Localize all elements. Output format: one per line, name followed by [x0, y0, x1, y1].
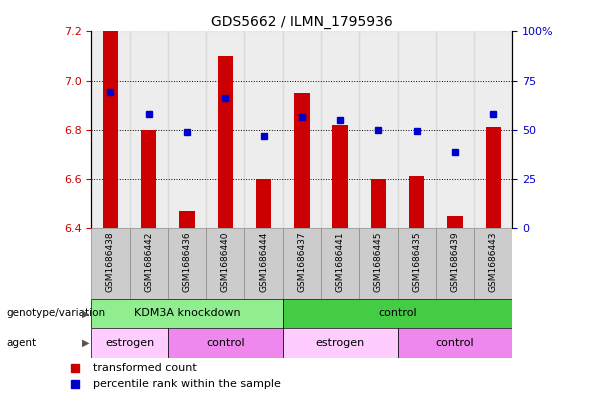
- FancyBboxPatch shape: [91, 228, 130, 299]
- Bar: [217, 56, 233, 228]
- Bar: [168, 31, 206, 228]
- FancyBboxPatch shape: [206, 228, 244, 299]
- Text: estrogen: estrogen: [105, 338, 154, 348]
- Text: estrogen: estrogen: [316, 338, 365, 348]
- Bar: [179, 211, 194, 228]
- Text: GSM1686437: GSM1686437: [297, 231, 306, 292]
- FancyBboxPatch shape: [436, 228, 474, 299]
- Text: control: control: [378, 309, 417, 318]
- Bar: [256, 179, 271, 228]
- Bar: [294, 93, 310, 228]
- FancyBboxPatch shape: [398, 328, 512, 358]
- Bar: [91, 31, 130, 228]
- FancyBboxPatch shape: [283, 228, 321, 299]
- FancyBboxPatch shape: [283, 328, 398, 358]
- Bar: [283, 31, 321, 228]
- Text: ▶: ▶: [82, 309, 90, 318]
- FancyBboxPatch shape: [168, 328, 283, 358]
- FancyBboxPatch shape: [474, 228, 512, 299]
- Text: control: control: [206, 338, 244, 348]
- FancyBboxPatch shape: [359, 228, 398, 299]
- Bar: [206, 31, 244, 228]
- Bar: [321, 31, 359, 228]
- FancyBboxPatch shape: [321, 228, 359, 299]
- Text: GSM1686444: GSM1686444: [259, 231, 268, 292]
- FancyBboxPatch shape: [398, 228, 436, 299]
- Bar: [359, 31, 398, 228]
- Bar: [244, 31, 283, 228]
- Bar: [485, 127, 501, 228]
- Text: transformed count: transformed count: [94, 362, 197, 373]
- Text: KDM3A knockdown: KDM3A knockdown: [134, 309, 240, 318]
- FancyBboxPatch shape: [168, 228, 206, 299]
- Text: GSM1686436: GSM1686436: [183, 231, 191, 292]
- Text: genotype/variation: genotype/variation: [6, 309, 105, 318]
- Bar: [398, 31, 436, 228]
- FancyBboxPatch shape: [283, 299, 512, 328]
- Text: GSM1686443: GSM1686443: [489, 231, 498, 292]
- Bar: [436, 31, 474, 228]
- Text: GSM1686440: GSM1686440: [221, 231, 230, 292]
- Text: percentile rank within the sample: percentile rank within the sample: [94, 379, 282, 389]
- Bar: [448, 216, 463, 228]
- Title: GDS5662 / ILMN_1795936: GDS5662 / ILMN_1795936: [211, 15, 393, 29]
- Text: agent: agent: [6, 338, 36, 348]
- Text: ▶: ▶: [82, 338, 90, 348]
- FancyBboxPatch shape: [244, 228, 283, 299]
- FancyBboxPatch shape: [130, 228, 168, 299]
- Bar: [130, 31, 168, 228]
- Text: GSM1686445: GSM1686445: [374, 231, 383, 292]
- Bar: [141, 130, 156, 228]
- Text: GSM1686439: GSM1686439: [451, 231, 459, 292]
- Text: GSM1686438: GSM1686438: [106, 231, 115, 292]
- Bar: [371, 179, 386, 228]
- Text: GSM1686435: GSM1686435: [412, 231, 421, 292]
- FancyBboxPatch shape: [91, 328, 168, 358]
- Bar: [474, 31, 512, 228]
- Bar: [409, 176, 424, 228]
- Bar: [332, 125, 348, 228]
- Text: GSM1686441: GSM1686441: [336, 231, 345, 292]
- Text: control: control: [436, 338, 474, 348]
- Text: GSM1686442: GSM1686442: [144, 231, 153, 292]
- Bar: [103, 31, 118, 228]
- FancyBboxPatch shape: [91, 299, 283, 328]
